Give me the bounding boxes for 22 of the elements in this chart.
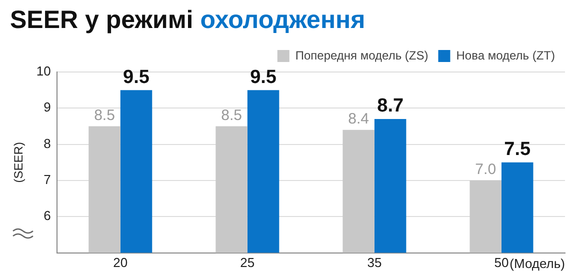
- data-label: 8.5: [221, 106, 242, 124]
- data-label: 8.4: [348, 110, 369, 128]
- data-label: 9.5: [123, 66, 150, 88]
- x-tick-label: 35: [367, 255, 382, 270]
- data-label: 8.7: [377, 96, 404, 117]
- x-tick-label: 50: [494, 255, 509, 270]
- x-tick-label: 20: [113, 255, 128, 270]
- legend-label: Нова модель (ZT): [456, 48, 556, 62]
- data-label: 8.5: [94, 106, 115, 124]
- data-label: 7.0: [475, 161, 496, 178]
- y-tick-label: 9: [44, 100, 51, 115]
- x-tick-label: 25: [240, 255, 255, 270]
- x-axis-title: (Модель): [510, 256, 565, 271]
- legend-label: Попередня модель (ZS): [295, 48, 428, 62]
- y-axis-title: (SEER): [12, 142, 26, 183]
- data-label: 9.5: [250, 66, 277, 88]
- y-tick-label: 10: [36, 64, 51, 79]
- y-tick-label: 7: [44, 172, 51, 188]
- chart-title: SEER у режимі охолодження: [10, 6, 366, 35]
- y-tick-label: 6: [44, 208, 51, 224]
- y-tick-label: 8: [44, 136, 51, 151]
- data-label: 7.5: [504, 139, 531, 160]
